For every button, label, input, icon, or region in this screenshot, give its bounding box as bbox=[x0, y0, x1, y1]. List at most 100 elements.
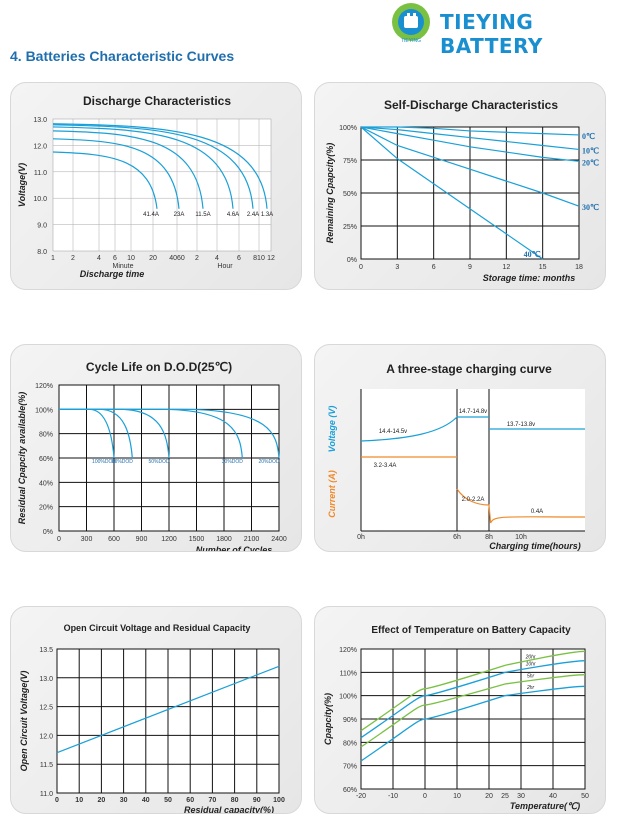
x-tick-label: 6 bbox=[113, 255, 117, 262]
y-tick-label: 120% bbox=[35, 383, 53, 390]
x-tick-label: -10 bbox=[388, 793, 398, 800]
series-label: 10℃ bbox=[582, 146, 599, 155]
x-tick-label: 3 bbox=[395, 264, 399, 271]
series-label: 2hr bbox=[526, 685, 535, 691]
y-tick-label: 110% bbox=[340, 670, 357, 677]
x-tick-label: 50 bbox=[581, 793, 589, 800]
x-tick-label: 20 bbox=[485, 793, 493, 800]
x-axis-label: Discharge time bbox=[80, 269, 145, 279]
series-label: 30%DOD bbox=[222, 459, 244, 465]
y-tick-label: 90% bbox=[343, 717, 357, 724]
logo-text: TIEYING bbox=[401, 38, 421, 44]
x-tick-label: 18 bbox=[575, 264, 583, 271]
ocv-line bbox=[56, 665, 280, 754]
temperature-chart-panel: Effect of Temperature on Battery Capacit… bbox=[314, 606, 606, 814]
series-label: 23A bbox=[174, 212, 185, 218]
y-tick-label: 100% bbox=[339, 694, 357, 701]
self-discharge-line-0℃ bbox=[361, 126, 580, 136]
y-tick-label: 12.0 bbox=[33, 143, 47, 150]
series-label: 4.6A bbox=[227, 212, 239, 218]
y-tick-label: 0% bbox=[43, 529, 53, 536]
series-label: 50%DOD bbox=[148, 459, 170, 465]
x-tick-label: 600 bbox=[108, 536, 120, 543]
y-axis-label: Remaining Cpapcity(%) bbox=[325, 143, 335, 244]
series-label: 30℃ bbox=[582, 203, 599, 212]
ocv-chart: Open Circuit Voltage and Residual Capaci… bbox=[19, 623, 285, 814]
y-tick-label: 11.0 bbox=[34, 170, 47, 177]
x-tick-label: 2 bbox=[195, 255, 199, 262]
x-tick-label: 9 bbox=[468, 264, 472, 271]
series-label: 41.4A bbox=[143, 212, 159, 218]
chart-title: Open Circuit Voltage and Residual Capaci… bbox=[64, 623, 251, 633]
y-axis-label: Voltage(V) bbox=[17, 163, 27, 207]
y-tick-label: 11.0 bbox=[40, 791, 53, 798]
annotation: 13.7-13.8v bbox=[507, 422, 535, 428]
x-axis-label: Number of Cycles bbox=[196, 545, 273, 552]
plot-area bbox=[52, 118, 272, 252]
x-tick-label: 0 bbox=[55, 797, 59, 804]
y-tick-label: 12.0 bbox=[39, 733, 53, 740]
x-tick-label: -20 bbox=[356, 793, 366, 800]
y-tick-label: 80% bbox=[39, 432, 53, 439]
y-tick-label: 100% bbox=[339, 125, 357, 132]
self-discharge-line-20℃ bbox=[360, 126, 580, 162]
x-tick-label: 0 bbox=[359, 264, 363, 271]
chart-title: Cycle Life on D.O.D(25℃) bbox=[86, 360, 232, 374]
self-discharge-line-30℃ bbox=[360, 126, 580, 207]
self-discharge-line-10℃ bbox=[360, 126, 580, 151]
temp-curve-10hr bbox=[360, 660, 586, 739]
y-axis-label: Residual Cpapcity available(%) bbox=[17, 392, 27, 525]
y-axis-label: Open Circuit Voltage(V) bbox=[19, 671, 29, 772]
annotation: 2.0-2.2A bbox=[462, 497, 485, 503]
y-tick-label: 40% bbox=[39, 480, 53, 487]
x-tick-label: 1200 bbox=[161, 536, 177, 543]
annotation: 3.2-3.4A bbox=[374, 463, 397, 469]
series-label: 0℃ bbox=[582, 132, 595, 141]
y-tick-label: 13.0 bbox=[33, 117, 47, 124]
x-axis-label: Storage time: months bbox=[483, 273, 576, 283]
temp-curve-5hr bbox=[360, 674, 586, 748]
x-tick-label: 25 bbox=[501, 793, 509, 800]
y-tick-label: 12.5 bbox=[39, 705, 53, 712]
annotation: 14.7-14.8v bbox=[459, 409, 487, 415]
chart-title: A three-stage charging curve bbox=[386, 362, 552, 376]
x-tick-label: 1800 bbox=[216, 536, 232, 543]
x-tick-label: 0 bbox=[423, 793, 427, 800]
series-label: 5hr bbox=[527, 673, 535, 679]
series-label: 80%DOD bbox=[112, 459, 134, 465]
cycle-life-chart: Cycle Life on D.O.D(25℃) 0 300 600 900 1200 15… bbox=[17, 360, 287, 552]
x-tick-label: 4 bbox=[97, 255, 101, 262]
x-tick-label: 810 bbox=[253, 255, 265, 262]
charging-chart: A three-stage charging curve 0h 6h 8h 10hCha… bbox=[327, 362, 586, 551]
hour-label: Hour bbox=[217, 263, 233, 270]
x-tick-label: 2 bbox=[71, 255, 75, 262]
x-tick-label: 10h bbox=[515, 534, 527, 541]
x-tick-label: 90 bbox=[253, 797, 261, 804]
x-tick-label: 40 bbox=[142, 797, 150, 804]
series-label: 1.3A bbox=[261, 212, 273, 218]
y-tick-label: 11.5 bbox=[40, 762, 53, 769]
x-tick-label: 80 bbox=[231, 797, 239, 804]
discharge-chart-panel: Discharge Characteristics 1 2 4 6 10 20 4060 2 4 6… bbox=[10, 82, 302, 290]
section-title: 4. Batteries Characteristic Curves bbox=[10, 48, 235, 64]
x-tick-label: 15 bbox=[539, 264, 547, 271]
series-label: 10hr bbox=[526, 662, 536, 668]
x-tick-label: 2100 bbox=[244, 536, 260, 543]
discharge-curve-23A bbox=[52, 138, 180, 209]
x-axis-label: Charging time(hours) bbox=[489, 541, 581, 551]
x-tick-label: 300 bbox=[81, 536, 93, 543]
chart-title: Effect of Temperature on Battery Capacit… bbox=[371, 625, 571, 636]
x-tick-label: 20 bbox=[98, 797, 106, 804]
current-curve bbox=[456, 488, 586, 524]
tieying-logo: TIEYING bbox=[392, 3, 430, 44]
x-tick-label: 0h bbox=[357, 534, 365, 541]
x-tick-label: 0 bbox=[57, 536, 61, 543]
x-axis-label: Residual capacity(%) bbox=[184, 805, 274, 814]
y-tick-label: 100% bbox=[35, 407, 53, 414]
current-axis-label: Current (A) bbox=[327, 470, 337, 518]
y-tick-label: 8.0 bbox=[37, 249, 47, 256]
series-label: 40℃ bbox=[524, 250, 541, 259]
x-tick-label: 2400 bbox=[271, 536, 287, 543]
cycle-life-chart-panel: Cycle Life on D.O.D(25℃) 0 300 600 900 1200 15… bbox=[10, 344, 302, 552]
